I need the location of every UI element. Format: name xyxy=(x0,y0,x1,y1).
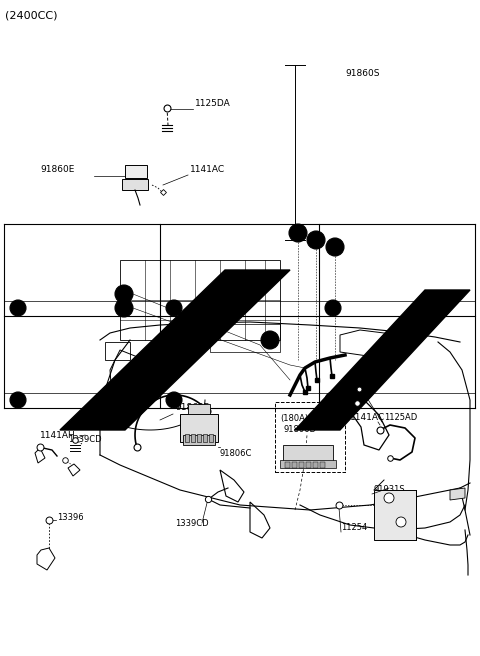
Bar xyxy=(285,462,290,468)
Text: 1141AC: 1141AC xyxy=(350,413,385,422)
Circle shape xyxy=(261,331,279,349)
Bar xyxy=(292,462,297,468)
Bar xyxy=(374,490,416,540)
Text: 1339CD: 1339CD xyxy=(68,436,102,445)
Text: e: e xyxy=(121,289,127,298)
Bar xyxy=(306,462,311,468)
Text: c: c xyxy=(314,236,318,245)
Bar xyxy=(299,462,304,468)
Circle shape xyxy=(289,224,307,242)
Text: (2400CC): (2400CC) xyxy=(5,10,58,20)
Bar xyxy=(283,445,333,467)
Bar xyxy=(313,462,318,468)
Bar xyxy=(209,434,213,442)
Circle shape xyxy=(10,392,26,408)
Text: d: d xyxy=(15,304,21,312)
Text: 91860E: 91860E xyxy=(40,165,74,174)
Text: 1141AC: 1141AC xyxy=(190,165,225,174)
Text: 11254: 11254 xyxy=(341,522,367,531)
Bar xyxy=(105,342,130,360)
Circle shape xyxy=(384,493,394,503)
Polygon shape xyxy=(295,290,470,430)
Text: d: d xyxy=(332,243,338,251)
Text: 1125DA: 1125DA xyxy=(195,98,231,108)
Text: 1339CD: 1339CD xyxy=(175,518,209,527)
Bar xyxy=(188,404,210,414)
Text: e: e xyxy=(171,304,177,312)
Circle shape xyxy=(325,392,341,408)
Text: f: f xyxy=(122,304,125,312)
Circle shape xyxy=(10,300,26,316)
Bar xyxy=(185,434,189,442)
Text: a: a xyxy=(267,335,273,344)
Circle shape xyxy=(326,238,344,256)
Polygon shape xyxy=(60,270,290,430)
Circle shape xyxy=(396,517,406,527)
Bar xyxy=(203,434,207,442)
Circle shape xyxy=(325,300,341,316)
Circle shape xyxy=(115,285,133,303)
Circle shape xyxy=(166,392,182,408)
Text: (180A): (180A) xyxy=(280,413,308,422)
Bar xyxy=(180,414,218,442)
Bar xyxy=(275,402,345,472)
Circle shape xyxy=(115,299,133,317)
Bar xyxy=(320,462,325,468)
Circle shape xyxy=(166,300,182,316)
Text: 13396: 13396 xyxy=(57,512,84,522)
Text: a: a xyxy=(15,396,21,405)
Text: c: c xyxy=(331,396,336,405)
Circle shape xyxy=(307,231,325,249)
Bar xyxy=(125,165,147,178)
Text: b: b xyxy=(295,228,300,237)
Text: f: f xyxy=(332,304,335,312)
Text: 91860S: 91860S xyxy=(345,68,380,77)
Text: b: b xyxy=(171,396,177,405)
Bar xyxy=(191,434,195,442)
Bar xyxy=(210,324,280,352)
Bar xyxy=(120,260,280,340)
Bar xyxy=(183,435,215,445)
Text: 1125AD: 1125AD xyxy=(384,413,417,422)
Text: 1141AH: 1141AH xyxy=(40,430,76,440)
Bar xyxy=(122,179,148,190)
Bar xyxy=(197,434,201,442)
Polygon shape xyxy=(450,488,465,500)
Text: 91806C: 91806C xyxy=(220,449,252,457)
Text: 91931S: 91931S xyxy=(374,485,406,495)
Text: 91860F: 91860F xyxy=(175,403,209,413)
Text: 91806D: 91806D xyxy=(283,426,316,434)
Bar xyxy=(280,460,336,468)
